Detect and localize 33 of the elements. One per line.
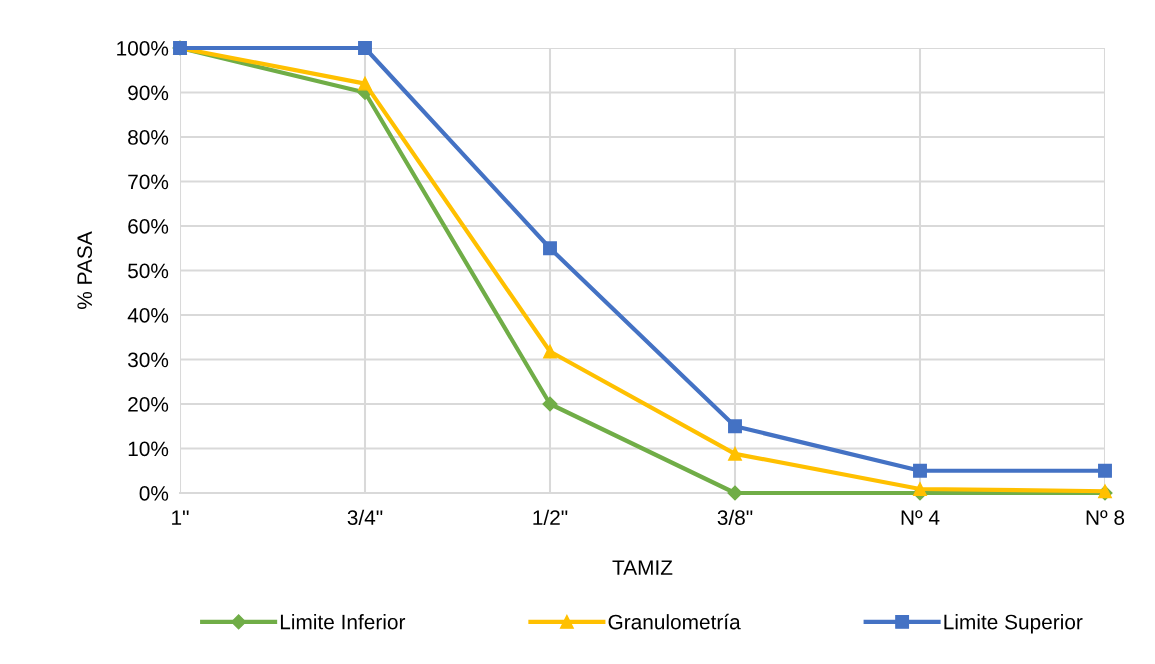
legend-label: Granulometría [608, 613, 741, 630]
point [913, 482, 927, 496]
point [728, 446, 742, 461]
point [728, 419, 742, 434]
y-tick-label: 100% [117, 41, 169, 56]
y-tick-label: 60% [128, 219, 169, 234]
y-tick-label: 90% [128, 85, 169, 101]
x-axis-title: TAMIZ [612, 560, 673, 575]
y-tick-label: 50% [128, 263, 169, 279]
point [543, 241, 557, 256]
point [1098, 463, 1112, 478]
y-tick-label: 30% [127, 352, 169, 368]
x-tick-label: 3/4" [347, 509, 383, 525]
y-tick-label: 80% [128, 130, 169, 145]
point [727, 485, 743, 501]
x-tick-label: 1/2" [533, 509, 568, 525]
legend-label: Limite Inferior [280, 614, 406, 630]
y-tick-label: 0% [139, 486, 169, 501]
x-tick-label: Nº 8 [1086, 510, 1125, 525]
point [358, 76, 372, 91]
point [543, 344, 557, 359]
y-tick-label: 40% [127, 308, 169, 323]
point [542, 396, 558, 412]
point [358, 41, 372, 55]
point [913, 463, 927, 478]
y-axis-title: % PASA [77, 231, 93, 309]
x-tick-label: 3/8" [717, 509, 753, 525]
y-tick-label: 70% [128, 174, 169, 190]
x-tick-label: Nº 4 [901, 510, 940, 525]
x-tick-label: 1" [172, 510, 189, 525]
y-tick-label: 10% [128, 441, 169, 457]
legend-label: Limite Superior [944, 614, 1083, 634]
y-tick-label: 20% [128, 397, 169, 412]
